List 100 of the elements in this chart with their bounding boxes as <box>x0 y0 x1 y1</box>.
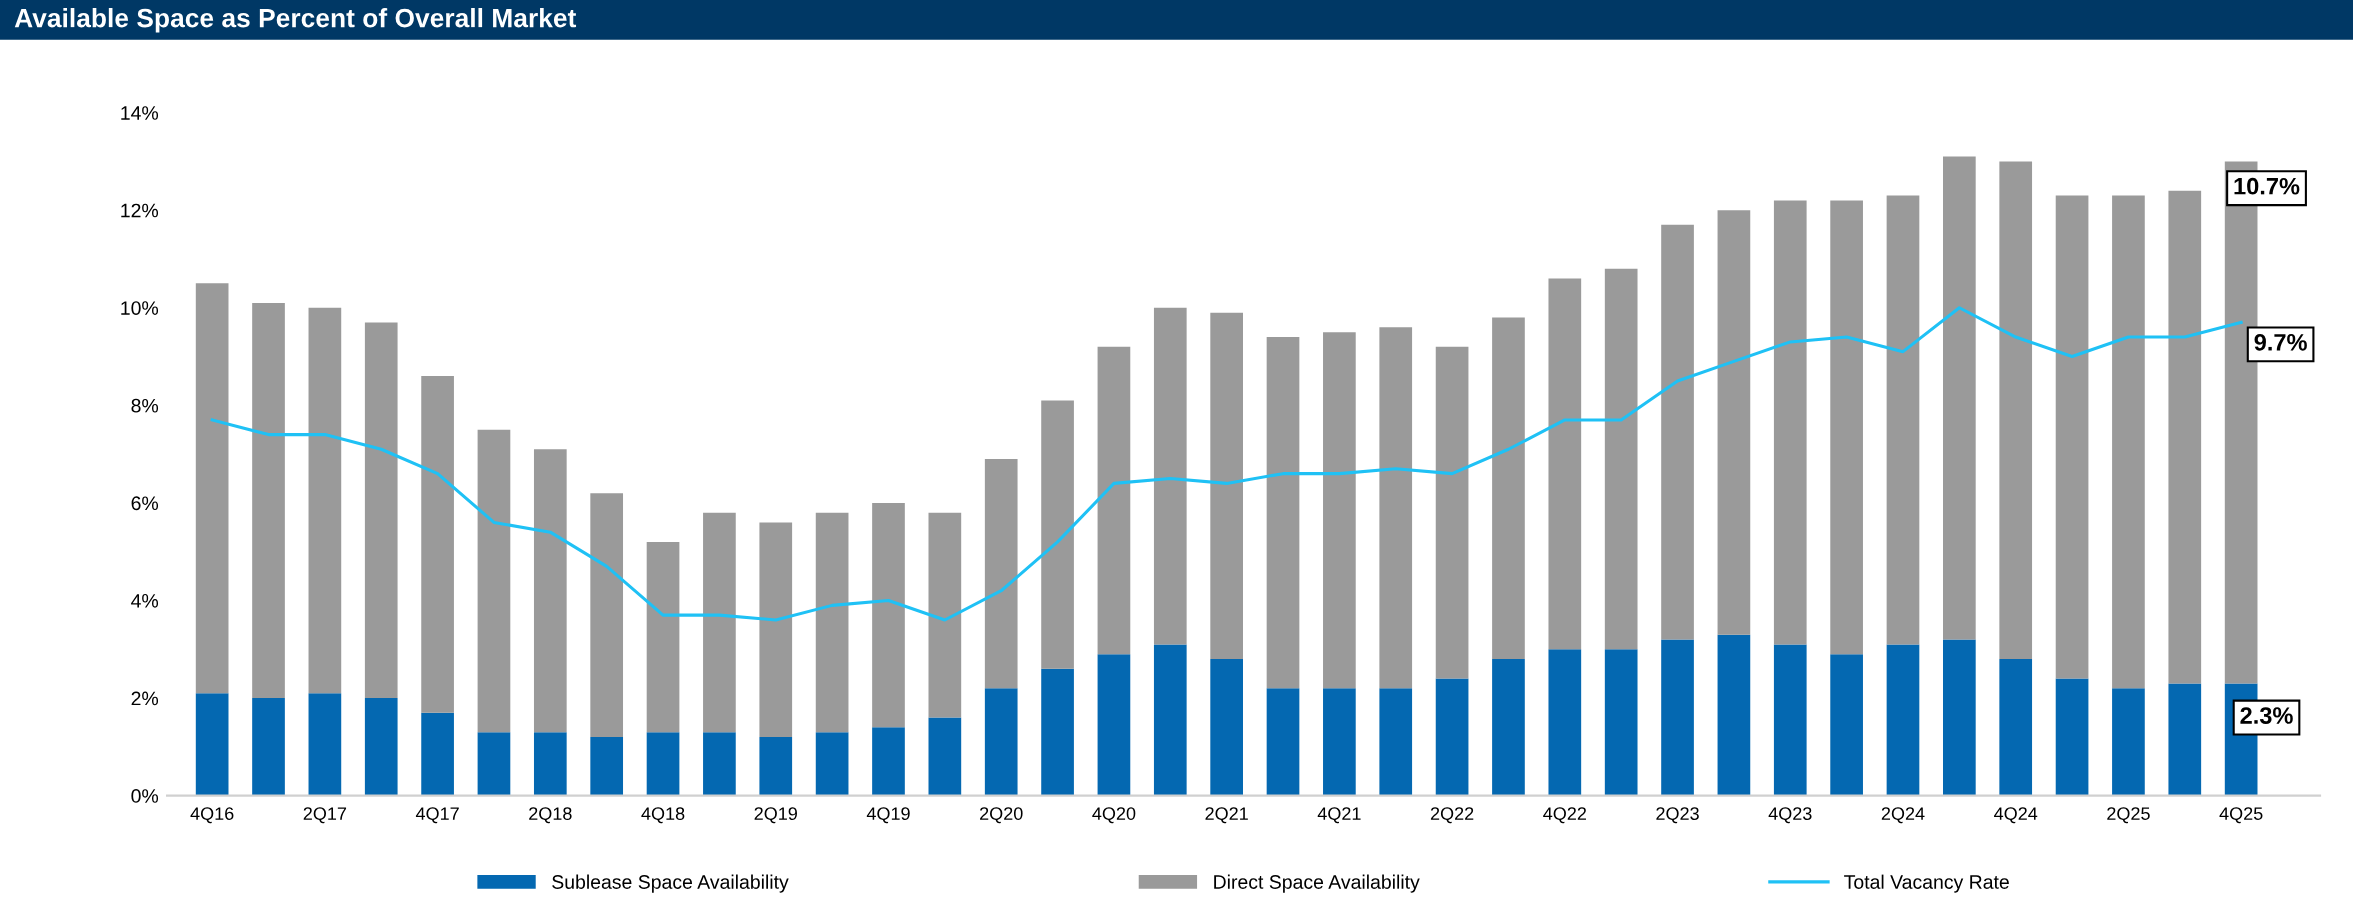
bar <box>1773 200 1807 645</box>
x-tick-label: 2Q17 <box>303 807 347 824</box>
bar <box>2055 678 2089 796</box>
bar <box>1153 307 1187 645</box>
bar <box>1323 332 1356 689</box>
bar <box>533 732 567 796</box>
bar <box>1943 156 1976 640</box>
bar <box>1717 634 1751 796</box>
bar <box>1492 317 1525 660</box>
bar <box>590 493 624 738</box>
bar <box>1041 668 1074 796</box>
chart-title: Available Space as Percent of Overall Market <box>14 8 577 33</box>
x-tick-label: 4Q20 <box>1092 807 1136 824</box>
bar <box>195 283 229 694</box>
bar <box>703 732 736 796</box>
y-tick-label: 12% <box>121 203 159 218</box>
legend-label: Direct Space Availability <box>1214 874 1420 893</box>
x-tick-label: 2Q25 <box>2107 807 2150 824</box>
bar <box>1548 649 1582 796</box>
bar <box>1886 195 1920 645</box>
x-tick-label: 4Q23 <box>1768 807 1812 824</box>
bar <box>1323 688 1356 796</box>
bar <box>815 512 849 733</box>
bar <box>815 732 849 796</box>
bar <box>1097 654 1131 796</box>
bar <box>759 737 793 796</box>
bar <box>2168 190 2202 684</box>
bar <box>477 732 511 796</box>
bar <box>308 307 342 694</box>
y-tick-label: 8% <box>131 398 159 413</box>
bar <box>421 376 454 713</box>
bar <box>1830 654 1863 796</box>
bar <box>2168 683 2202 796</box>
x-tick-label: 4Q21 <box>1317 807 1361 824</box>
x-tick-label: 4Q16 <box>190 807 234 824</box>
x-tick-label: 4Q22 <box>1543 807 1586 824</box>
x-tick-label: 2Q19 <box>754 807 797 824</box>
bar <box>195 693 229 796</box>
x-tick-label: 2Q21 <box>1205 807 1248 824</box>
x-tick-label: 4Q18 <box>641 807 685 824</box>
y-tick-label: 4% <box>131 594 159 608</box>
y-tick-label: 0% <box>131 789 159 803</box>
legend-label: Sublease Space Availability <box>552 874 789 893</box>
bar <box>872 502 905 728</box>
bar <box>1773 644 1807 796</box>
bar <box>1379 688 1413 796</box>
bar <box>2112 195 2145 689</box>
bar <box>928 512 962 718</box>
data-label: 10.7% <box>2234 177 2300 195</box>
bar <box>1379 327 1413 689</box>
bar <box>1266 337 1300 689</box>
bar <box>421 712 454 796</box>
y-tick-label: 10% <box>121 301 159 315</box>
bar <box>1943 639 1976 796</box>
bar <box>1661 224 1694 640</box>
bar <box>872 727 905 796</box>
bar <box>646 541 680 733</box>
bar <box>590 737 624 796</box>
x-tick-label: 2Q22 <box>1430 807 1474 824</box>
bar <box>533 449 567 733</box>
x-tick-label: 4Q17 <box>415 807 459 824</box>
bar <box>759 522 793 738</box>
bar <box>1153 644 1187 796</box>
x-tick-label: 4Q19 <box>866 807 910 824</box>
bar <box>477 429 511 733</box>
legend-label: Total Vacancy Rate <box>1844 874 2009 893</box>
y-tick-label: 6% <box>131 496 159 511</box>
bar <box>1548 278 1582 650</box>
bar <box>1661 639 1694 796</box>
bar <box>1830 200 1863 655</box>
bar <box>1717 210 1751 635</box>
bar <box>646 732 680 796</box>
bar <box>1604 649 1638 796</box>
bar <box>928 717 962 796</box>
bar <box>1886 644 1920 796</box>
bar <box>1604 268 1638 650</box>
x-tick-label: 2Q20 <box>980 807 1023 824</box>
data-label: 2.3% <box>2240 707 2293 724</box>
x-tick-label: 2Q23 <box>1656 807 1699 824</box>
bar <box>703 512 736 733</box>
y-tick-label: 14% <box>121 106 159 120</box>
bar <box>1210 659 1243 796</box>
data-label: 9.7% <box>2254 333 2307 351</box>
bar <box>1041 400 1074 669</box>
bar <box>364 322 398 699</box>
bar <box>1999 161 2033 660</box>
x-tick-label: 2Q18 <box>529 807 572 824</box>
bar <box>1435 346 1469 679</box>
bar <box>984 688 1018 796</box>
bar <box>1210 312 1243 660</box>
bar <box>308 693 342 796</box>
bar <box>252 302 285 699</box>
bar <box>1492 659 1525 796</box>
x-tick-label: 4Q25 <box>2219 807 2263 824</box>
bar <box>2112 688 2145 796</box>
bar <box>1266 688 1300 796</box>
bar <box>1435 678 1469 796</box>
y-tick-label: 2% <box>131 691 159 706</box>
x-tick-label: 4Q24 <box>1994 807 2038 824</box>
bar <box>252 698 285 796</box>
